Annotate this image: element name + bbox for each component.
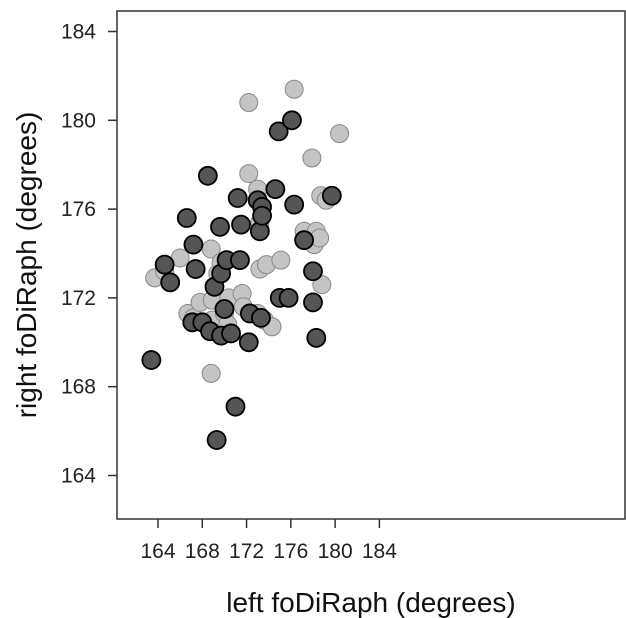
data-points: [141, 79, 350, 450]
x-axis: 164 168 172 176 180 184: [140, 519, 397, 563]
data-point-dark: [303, 261, 323, 282]
data-point-dark: [141, 350, 162, 370]
data-point-light: [302, 148, 322, 168]
data-point-dark: [278, 287, 299, 308]
y-tick-label: 176: [61, 198, 96, 221]
data-point-dark: [185, 259, 206, 279]
data-point-dark: [183, 234, 204, 255]
data-point-dark: [227, 188, 248, 208]
data-point-dark: [306, 327, 327, 348]
x-tick-label: 184: [362, 540, 397, 563]
y-tick-label: 164: [61, 465, 96, 488]
x-tick-label: 164: [140, 540, 175, 563]
y-tick-label: 172: [61, 287, 96, 310]
data-point-dark: [252, 205, 272, 226]
y-tick-label: 180: [61, 109, 96, 132]
y-axis: 164 168 172 176 180 184: [61, 21, 117, 488]
y-tick-label: 168: [61, 376, 96, 399]
x-tick-label: 180: [318, 540, 353, 563]
data-point-dark: [214, 299, 235, 319]
data-point-light: [271, 250, 291, 270]
x-tick-label: 172: [229, 540, 264, 563]
data-point-dark: [160, 272, 181, 293]
data-point-light: [284, 79, 304, 99]
data-point-dark: [284, 194, 305, 215]
x-axis-title: left foDiRaph (degrees): [226, 587, 515, 618]
data-point-dark: [231, 214, 251, 235]
data-point-dark: [265, 179, 286, 200]
data-point-dark: [321, 185, 342, 206]
data-point-light: [239, 164, 259, 184]
data-point-dark: [251, 307, 271, 328]
data-point-dark: [303, 292, 323, 313]
data-point-dark: [225, 396, 246, 417]
data-point-dark: [176, 208, 197, 228]
data-point-dark: [197, 165, 218, 186]
data-point-dark: [210, 216, 230, 237]
data-point-light: [201, 363, 221, 383]
data-point-dark: [294, 230, 315, 251]
data-point-dark: [154, 254, 175, 275]
data-point-dark: [238, 332, 259, 353]
data-point-dark: [268, 121, 289, 142]
data-point-light: [330, 124, 350, 144]
data-point-dark: [282, 110, 302, 131]
data-point-dark: [230, 250, 250, 271]
x-tick-label: 176: [273, 540, 308, 563]
data-point-dark: [206, 430, 227, 450]
data-point-dark: [221, 323, 241, 344]
data-point-light: [239, 93, 259, 113]
x-tick-label: 168: [185, 540, 220, 563]
y-axis-title: right foDiRaph (degrees): [11, 112, 42, 419]
y-tick-label: 184: [61, 21, 96, 44]
